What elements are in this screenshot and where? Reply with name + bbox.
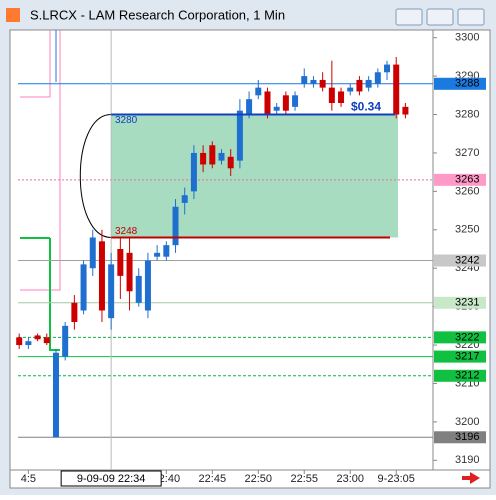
price-box xyxy=(434,254,486,267)
candle-body xyxy=(402,106,409,115)
candle-body xyxy=(135,275,142,303)
position-zone xyxy=(111,114,399,238)
candle-body xyxy=(301,76,308,84)
price-box-label: 3217 xyxy=(455,350,479,362)
candle-body xyxy=(25,341,32,346)
price-box xyxy=(434,331,486,344)
maximize-button[interactable] xyxy=(426,8,454,26)
scroll-arrow[interactable] xyxy=(462,472,480,484)
x-tick-label: 22:55 xyxy=(290,473,318,485)
candle-body xyxy=(384,64,391,73)
minimize-button[interactable] xyxy=(395,8,423,26)
candle-body xyxy=(172,206,179,246)
candle-body xyxy=(209,145,216,165)
price-box-label: 3196 xyxy=(455,431,479,443)
entry-label: 3280 xyxy=(115,115,138,126)
window-title: S.LRCX - LAM Research Corporation, 1 Min xyxy=(30,7,285,22)
candle-body xyxy=(319,79,326,88)
candle-body xyxy=(190,152,197,192)
candle-body xyxy=(126,252,133,292)
candle-body xyxy=(80,264,87,311)
y-tick-label: 3200 xyxy=(455,416,479,428)
candle-body xyxy=(154,252,161,257)
y-tick-label: 3260 xyxy=(455,185,479,197)
candle-body xyxy=(218,152,225,161)
candle-body xyxy=(181,195,188,203)
candle-body xyxy=(98,241,105,311)
app-icon xyxy=(6,8,20,22)
candle-body xyxy=(200,152,207,165)
candle-body xyxy=(347,87,354,92)
price-box xyxy=(434,173,486,186)
candle-body xyxy=(16,337,23,346)
candle-body xyxy=(108,264,115,319)
candle-body xyxy=(255,87,262,96)
x-tick-label: 23:00 xyxy=(336,473,364,485)
candle-body xyxy=(273,106,280,111)
y-tick-label: 3250 xyxy=(455,224,479,236)
candle-body xyxy=(292,95,299,107)
price-box-label: 3231 xyxy=(455,297,479,309)
indicator-step xyxy=(20,30,61,291)
x-tick-label: 22:45 xyxy=(199,473,227,485)
position-bracket xyxy=(79,114,112,238)
candle-body xyxy=(144,260,151,311)
close-button[interactable] xyxy=(457,8,485,26)
candle-body xyxy=(310,79,317,84)
candle-body xyxy=(34,335,41,340)
candle-body xyxy=(117,249,124,276)
candle-body xyxy=(236,110,243,161)
candle-body xyxy=(328,87,335,103)
price-box-label: 3222 xyxy=(455,331,479,343)
candle-body xyxy=(338,91,345,103)
y-tick-label: 3190 xyxy=(455,454,479,466)
y-tick-label: 3280 xyxy=(455,108,479,120)
y-tick-label: 3270 xyxy=(455,147,479,159)
price-box-label: 3263 xyxy=(455,174,479,186)
cursor-box xyxy=(60,470,162,487)
price-box xyxy=(434,296,486,309)
candle-body xyxy=(163,245,170,257)
x-tick-label: 4:5 xyxy=(21,473,36,485)
candle-body xyxy=(52,352,59,438)
candle-body xyxy=(264,91,271,115)
price-box-label: 3288 xyxy=(455,78,479,90)
price-box xyxy=(434,77,486,90)
candle-body xyxy=(246,99,253,115)
stop-label: 3248 xyxy=(115,226,138,237)
profit-label: $0.34 xyxy=(351,100,381,114)
price-box-label: 3242 xyxy=(455,254,479,266)
candle-body xyxy=(393,64,400,115)
y-tick-label: 3300 xyxy=(455,32,479,44)
candle-body xyxy=(374,72,381,84)
candle-body xyxy=(71,302,78,322)
candle-body xyxy=(282,95,289,111)
candle-body xyxy=(356,79,363,92)
price-box-label: 3212 xyxy=(455,370,479,382)
chart-area xyxy=(9,29,491,471)
price-box xyxy=(434,369,486,382)
price-box xyxy=(434,350,486,363)
candle-body xyxy=(43,337,50,344)
candle-body xyxy=(227,156,234,169)
x-tick-label: 9-23:05 xyxy=(378,473,415,485)
x-tick-label: 22:50 xyxy=(245,473,273,485)
candle-body xyxy=(89,237,96,269)
cursor-label: 9-09-09 22:34 xyxy=(77,473,146,485)
price-box xyxy=(434,431,486,444)
candle-body xyxy=(62,325,69,357)
indicator-step xyxy=(20,237,60,351)
candle-body xyxy=(365,79,372,88)
